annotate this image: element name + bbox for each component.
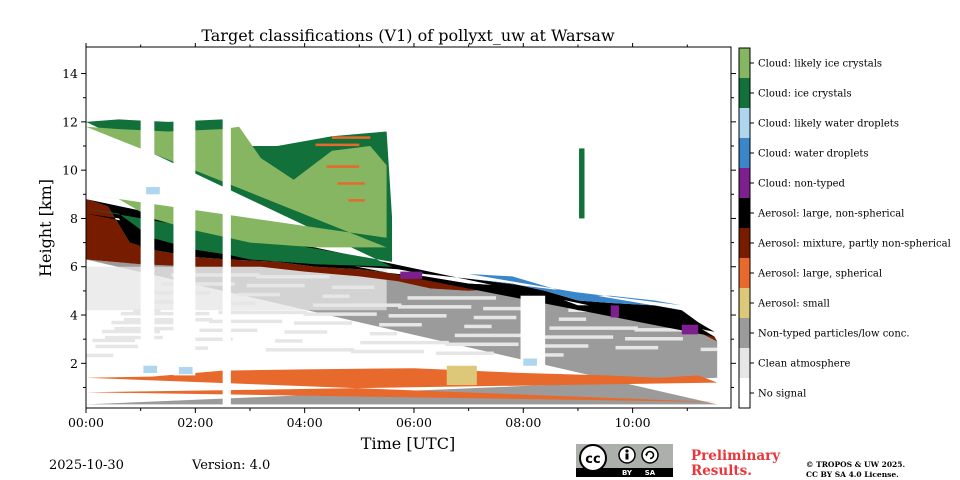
colorbar-swatch — [739, 348, 750, 378]
preliminary-line-1: Preliminary — [691, 448, 781, 464]
colorbar-legend: No signal Clean atmosphere Non-typed parti… — [738, 47, 951, 409]
colorbar-swatch — [739, 48, 750, 78]
small-aerosol-patch — [446, 365, 477, 386]
by-label: BY — [622, 469, 633, 477]
x-tick-label: 04:00 — [287, 415, 323, 430]
colorbar-swatch — [739, 138, 750, 168]
preliminary-results: Preliminary Results. — [691, 449, 780, 479]
copyright-line-1: © TROPOS & UW 2025. — [806, 460, 906, 469]
colorbar-label: Cloud: ice crystals — [758, 89, 852, 100]
version-label: Version: 4.0 — [192, 458, 271, 473]
y-axis-label: Height [km] — [36, 179, 55, 277]
copyright-line-2: CC BY SA 4.0 License. — [806, 470, 899, 479]
colorbar-swatch — [739, 318, 750, 348]
colorbar-swatch — [739, 108, 750, 138]
colorbar-label: Cloud: likely water droplets — [758, 119, 899, 130]
x-tick-label: 10:00 — [615, 415, 651, 430]
colorbar-label: Aerosol: small — [757, 299, 830, 310]
colorbar-label: Aerosol: mixture, partly non-spherical — [757, 239, 951, 250]
colorbar-label: Non-typed particles/low conc. — [758, 329, 910, 340]
colorbar-label: Aerosol: large, non-spherical — [757, 209, 904, 220]
no-signal-gaps — [140, 47, 731, 408]
large-spherical-aerosol-layer — [86, 368, 718, 402]
colorbar-label: Cloud: water droplets — [758, 149, 869, 160]
likely-ice-cloud — [86, 126, 387, 248]
colorbar-label: No signal — [758, 389, 806, 400]
colorbar-label: Cloud: non-typed — [758, 179, 846, 190]
x-tick-label: 06:00 — [396, 415, 432, 430]
x-tick-label: 00:00 — [68, 415, 104, 430]
water-droplet-cloud — [468, 274, 682, 311]
colorbar-swatch — [739, 78, 750, 108]
colorbar-swatch — [739, 378, 750, 408]
plot-frame — [85, 46, 732, 409]
date-label: 2025-10-30 — [49, 458, 124, 473]
colorbar-swatch — [739, 228, 750, 258]
plot-area — [86, 47, 731, 408]
y-tick-label: 14 — [62, 66, 78, 81]
x-tick-label: 08:00 — [505, 415, 541, 430]
y-tick-label: 12 — [62, 114, 78, 129]
y-tick-label: 8 — [70, 211, 78, 226]
x-axis: 00:00 02:00 04:00 06:00 08:00 10:00 — [68, 43, 688, 430]
x-axis-label: Time [UTC] — [361, 434, 455, 453]
colorbar-swatch — [739, 288, 750, 318]
y-tick-label: 4 — [70, 308, 78, 323]
preliminary-line-2: Results. — [691, 463, 752, 479]
y-axis: 2 4 6 8 10 12 14 — [62, 66, 736, 388]
y-tick-label: 10 — [62, 163, 78, 178]
isolated-ice-column — [579, 148, 585, 219]
cc-license-badge: cc BY SA — [576, 444, 673, 477]
y-tick-label: 6 — [70, 259, 78, 274]
colorbar-label: Aerosol: large, spherical — [757, 269, 882, 280]
non-typed-cloud-patches — [400, 271, 699, 335]
non-typed-layer — [86, 259, 718, 405]
colorbar-swatch — [739, 258, 750, 288]
colorbar-label: Clean atmosphere — [758, 359, 851, 370]
sa-label: SA — [645, 469, 656, 477]
copyright-notice: © TROPOS & UW 2025. CC BY SA 4.0 License… — [806, 460, 905, 480]
sa-icon — [641, 446, 659, 464]
chart-title: Target classifications (V1) of pollyxt_u… — [201, 26, 615, 45]
cc-logo-text: cc — [585, 452, 600, 467]
colorbar-swatch — [739, 198, 750, 228]
colorbar-swatch — [739, 168, 750, 198]
y-tick-label: 2 — [70, 356, 78, 371]
ice-cloud-streaks — [315, 136, 371, 202]
colorbar-label: Cloud: likely ice crystals — [758, 59, 882, 70]
colorbar-frame — [738, 47, 751, 409]
x-tick-label: 02:00 — [177, 415, 213, 430]
